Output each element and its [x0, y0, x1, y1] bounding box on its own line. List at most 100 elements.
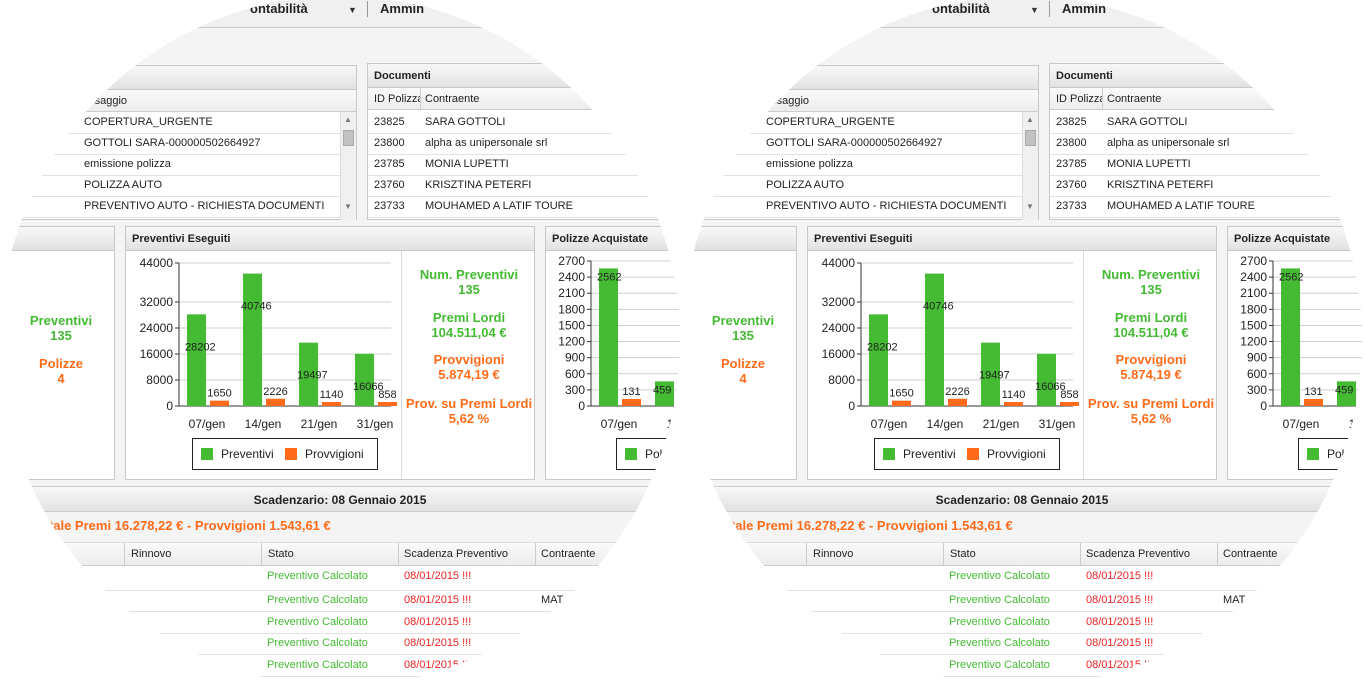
stato-column[interactable]: Stato	[950, 548, 976, 560]
message-text: PREVENTIVO AUTO - RICHIESTA DOCUMENTI	[84, 200, 325, 212]
table-row[interactable]: Preventivo Calcolato 08/01/2015 !!!	[0, 612, 680, 634]
scrollbar-thumb[interactable]	[1025, 130, 1036, 146]
y-tick-label: 300	[1247, 383, 1267, 397]
preventivi-legend: Preventivi Provvigioni	[192, 438, 378, 470]
legend-swatch-green	[1307, 448, 1319, 460]
panel-divider	[401, 251, 402, 479]
stat-label: Premi Lordi	[1114, 310, 1188, 325]
column-divider	[420, 88, 421, 110]
messages-panel-header	[21, 66, 356, 90]
stat-value: 135	[458, 282, 480, 297]
id-column-label[interactable]: ID Polizza	[374, 93, 420, 105]
scroll-up-icon[interactable]: ▲	[344, 115, 352, 124]
stato-cell: Preventivo Calcolato	[949, 594, 1050, 606]
menu-amministrazione[interactable]: Ammin	[380, 1, 425, 16]
list-item[interactable]: PREVENTIVO AUTO - RICHIESTA DOCUMENTI	[21, 196, 341, 218]
policy-id: 23733	[1056, 200, 1087, 212]
polizze-label: Polizze	[720, 356, 766, 371]
table-row[interactable]: 23785 MONIA LUPETTI	[368, 154, 680, 176]
scadenza-column[interactable]: Scadenza Preventivo	[404, 548, 508, 560]
rinnovo-column[interactable]: Rinnovo	[813, 548, 854, 560]
scadenza-cell: 08/01/2015 !!!	[404, 637, 472, 649]
table-row[interactable]: Preventivo Calcolato 08/01/2015 !!!	[0, 633, 680, 655]
menu-contabilita[interactable]: ontabilità	[250, 1, 308, 16]
list-item[interactable]: GOTTOLI SARA-000000502664927	[703, 133, 1023, 155]
table-row[interactable]: 23800 alpha as unipersonale srl	[1050, 133, 1362, 155]
table-row[interactable]: Preventivo Calcolato 08/01/2015 !!! MAT	[682, 590, 1362, 612]
message-column-label[interactable]: essaggio	[765, 95, 810, 107]
table-row[interactable]: Preventivo Calcolato 08/01/2015 !!!	[0, 655, 680, 677]
list-item[interactable]: GOTTOLI SARA-000000502664927	[21, 133, 341, 155]
list-item[interactable]: emissione polizza	[21, 154, 341, 176]
list-item[interactable]: PREVENTIVO AUTO - RICHIESTA DOCUMENTI	[703, 196, 1023, 218]
bar-preventivi	[869, 314, 888, 406]
x-tick-label: 21/gen	[301, 417, 338, 431]
y-tick-label: 1200	[558, 335, 585, 349]
table-row[interactable]: 23825 SARA GOTTOLI	[368, 112, 680, 134]
scadenza-column[interactable]: Scadenza Preventivo	[1086, 548, 1190, 560]
y-tick-label: 8000	[146, 373, 173, 387]
contraente-column[interactable]: Contraente	[541, 548, 596, 560]
provvigioni-stat: Provvigioni 5.874,19 €	[1085, 352, 1217, 382]
table-row[interactable]: 23825 SARA GOTTOLI	[1050, 112, 1362, 134]
table-row[interactable]: 23733 MOUHAMED A LATIF TOURE	[368, 196, 680, 218]
preventivi-panel-header: Preventivi Eseguiti	[126, 227, 534, 251]
table-row[interactable]: 23800 alpha as unipersonale srl	[368, 133, 680, 155]
summary-panel: Preventivi 135 Polizze 4	[0, 226, 115, 480]
stat-label: Premi Lordi	[432, 310, 506, 325]
y-tick-label: 1800	[558, 302, 585, 316]
contraente-cell: MAT	[541, 594, 564, 606]
list-item[interactable]: POLIZZA AUTO	[21, 175, 341, 197]
list-item[interactable]: COPERTURA_URGENTE	[703, 112, 1023, 134]
stato-column[interactable]: Stato	[268, 548, 294, 560]
contraente-column[interactable]: Contraente	[1223, 548, 1278, 560]
menu-amministrazione[interactable]: Ammin	[1062, 1, 1107, 16]
list-item[interactable]: COPERTURA_URGENTE	[21, 112, 341, 134]
rinnovo-column[interactable]: Rinnovo	[131, 548, 172, 560]
y-tick-label: 300	[565, 383, 585, 397]
table-row[interactable]: Preventivo Calcolato 08/01/2015 !!!	[0, 566, 680, 591]
table-row[interactable]: Preventivo Calcolato 08/01/2015 !!! MAT	[0, 590, 680, 612]
policy-id: 23760	[374, 179, 405, 191]
message-text: POLIZZA AUTO	[84, 179, 163, 191]
preventivi-count: 135	[50, 328, 72, 343]
data-label: 2226	[945, 386, 969, 398]
scadenza-cell: 08/01/2015 !!!	[1086, 659, 1154, 671]
chevron-down-icon[interactable]: ▼	[1030, 5, 1039, 15]
contraente-column-label[interactable]: Contraente	[425, 93, 480, 105]
scroll-up-icon[interactable]: ▲	[1026, 115, 1034, 124]
id-column-label[interactable]: ID Polizza	[1056, 93, 1102, 105]
message-column-label[interactable]: essaggio	[83, 95, 128, 107]
data-label: 858	[1060, 389, 1078, 401]
table-row[interactable]: 23760 KRISZTINA PETERFI	[1050, 175, 1362, 197]
list-item[interactable]: emissione polizza	[703, 154, 1023, 176]
table-row[interactable]: 23760 KRISZTINA PETERFI	[368, 175, 680, 197]
policy-id: 23825	[374, 116, 405, 128]
messages-scrollbar[interactable]: ▲ ▼	[1022, 112, 1038, 220]
scroll-down-icon[interactable]: ▼	[344, 202, 352, 211]
menu-contabilita[interactable]: ontabilità	[932, 1, 990, 16]
chevron-down-icon[interactable]: ▼	[348, 5, 357, 15]
scrollbar-thumb[interactable]	[343, 130, 354, 146]
table-row[interactable]: Preventivo Calcolato 08/01/2015 !!!	[682, 566, 1362, 591]
stat-label: Prov. su Premi Lordi	[405, 396, 533, 411]
message-text: emissione polizza	[766, 158, 853, 170]
bar-provvigioni	[1004, 402, 1023, 406]
scroll-down-icon[interactable]: ▼	[1026, 202, 1034, 211]
legend-label: Poli	[645, 447, 666, 461]
table-row[interactable]: Preventivo Calcolato 08/01/2015 !!!	[682, 633, 1362, 655]
contraente-name: alpha as unipersonale srl	[425, 137, 548, 149]
table-row[interactable]: Preventivo Calcolato 08/01/2015 !!!	[682, 612, 1362, 634]
legend-label: Provvigioni	[987, 447, 1046, 461]
documents-panel-header: Documenti	[1050, 64, 1362, 88]
table-row[interactable]: Preventivo Calcolato 08/01/2015 !!!	[682, 655, 1362, 677]
scadenzario-table: Preventivo Calcolato 08/01/2015 !!! Preve…	[0, 566, 680, 686]
list-item[interactable]: POLIZZA AUTO	[703, 175, 1023, 197]
bar-provvigioni	[210, 400, 229, 406]
contraente-column-label[interactable]: Contraente	[1107, 93, 1162, 105]
column-divider	[261, 543, 262, 565]
table-row[interactable]: 23785 MONIA LUPETTI	[1050, 154, 1362, 176]
table-row[interactable]: 23733 MOUHAMED A LATIF TOURE	[1050, 196, 1362, 218]
data-label: 858	[378, 389, 396, 401]
messages-scrollbar[interactable]: ▲ ▼	[340, 112, 356, 220]
